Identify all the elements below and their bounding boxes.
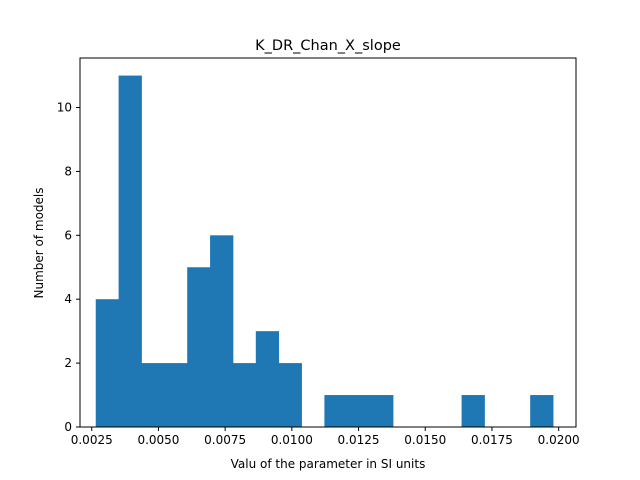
histogram-bar — [530, 395, 554, 427]
x-tick-label: 0.0125 — [338, 433, 380, 447]
histogram-bar — [255, 331, 280, 427]
histogram-bar — [164, 363, 188, 427]
y-tick-label: 8 — [64, 164, 72, 178]
y-tick-label: 10 — [57, 101, 72, 115]
histogram-bar — [347, 395, 371, 427]
x-axis-label: Valu of the parameter in SI units — [231, 457, 426, 471]
y-tick-label: 4 — [64, 292, 72, 306]
histogram-bar — [461, 395, 485, 427]
histogram-bar — [324, 395, 348, 427]
x-tick-label: 0.0100 — [271, 433, 313, 447]
x-tick-label: 0.0075 — [204, 433, 246, 447]
plot-frame — [79, 57, 577, 428]
x-tick-label: 0.0200 — [538, 433, 580, 447]
bars-group — [95, 75, 554, 427]
x-tick-label: 0.0050 — [137, 433, 179, 447]
x-axis-ticks: 0.0025 0.0050 0.0075 0.0100 0.0125 0.0150 0.01… — [71, 427, 580, 447]
histogram-bar — [118, 75, 142, 427]
y-axis-ticks: 0 2 4 6 8 10 — [57, 101, 80, 434]
chart-title: K_DR_Chan_X_slope — [255, 38, 401, 54]
histogram-bar — [232, 363, 257, 427]
y-tick-label: 6 — [64, 228, 72, 242]
x-tick-label: 0.0025 — [71, 433, 113, 447]
histogram-bar — [370, 395, 394, 427]
histogram-bar — [141, 363, 165, 427]
y-axis-label: Number of models — [32, 187, 46, 298]
histogram-bar — [95, 299, 120, 427]
histogram-bar — [278, 363, 302, 427]
histogram-bar — [187, 267, 211, 427]
y-tick-label: 0 — [64, 420, 72, 434]
y-tick-label: 2 — [64, 356, 72, 370]
x-tick-label: 0.0175 — [471, 433, 513, 447]
histogram-bar — [210, 235, 234, 427]
x-tick-label: 0.0150 — [404, 433, 446, 447]
